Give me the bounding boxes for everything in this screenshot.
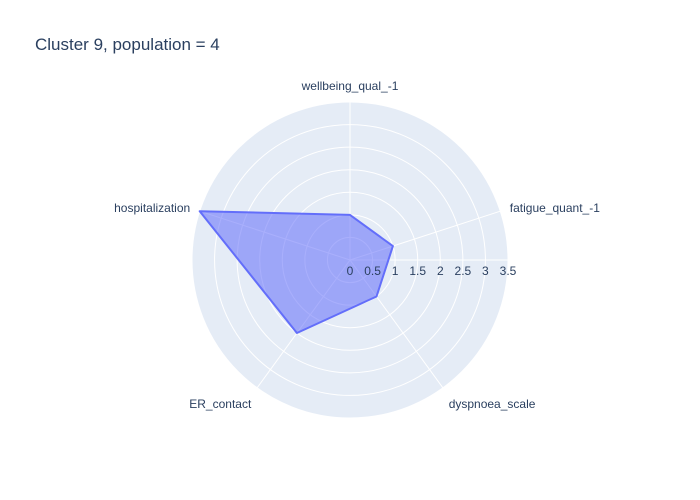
radial-tick-label: 0.5	[364, 264, 381, 278]
radial-tick-label: 2.5	[455, 264, 472, 278]
chart-title: Cluster 9, population = 4	[35, 35, 220, 54]
category-label: fatigue_quant_-1	[510, 201, 600, 215]
category-labels: wellbeing_qual_-1 fatigue_quant_-1dyspnoe…	[114, 79, 600, 411]
series-polygon	[198, 210, 394, 334]
category-label: dyspnoea_scale	[449, 397, 536, 411]
radial-tick-label: 3.5	[500, 264, 517, 278]
radial-tick-labels: 0 0.5 1 1.5 2 2.5 3 3.5	[347, 264, 517, 278]
category-label: ER_contact	[189, 397, 252, 411]
radial-tick-label: 1	[392, 264, 399, 278]
radial-tick-label: 1.5	[409, 264, 426, 278]
radial-tick-label: 3	[482, 264, 489, 278]
radial-tick-label: 2	[437, 264, 444, 278]
radial-tick-label: 0	[347, 264, 354, 278]
category-label: wellbeing_qual_-1	[301, 79, 399, 93]
category-label: hospitalization	[114, 201, 190, 215]
data-layer	[198, 210, 394, 334]
